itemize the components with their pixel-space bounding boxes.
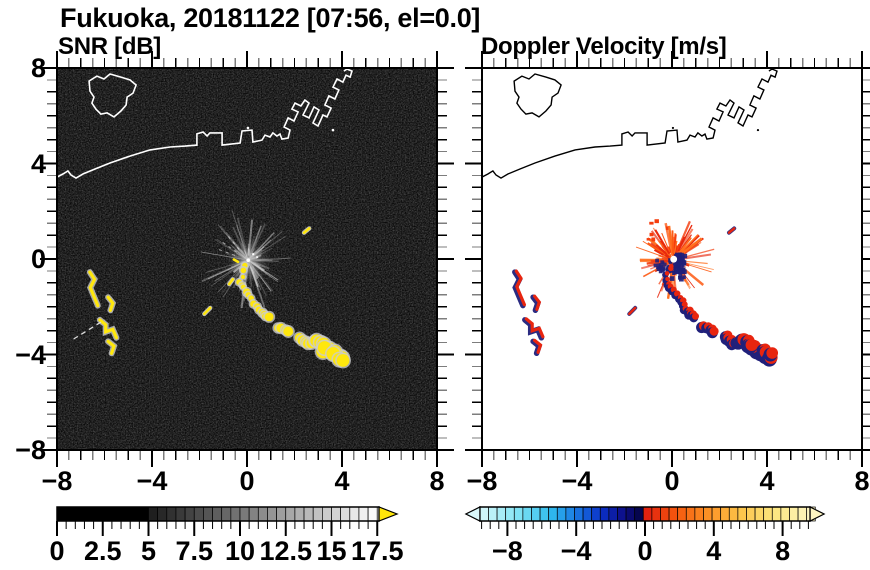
- snr-colorbar: [56, 506, 399, 536]
- figure-title: Fukuoka, 20181122 [07:56, el=0.0]: [60, 3, 481, 33]
- panel-frames-and-ticks: [40, 51, 870, 467]
- velocity-panel-plot: [483, 69, 861, 449]
- velocity-colorbar: [464, 506, 826, 536]
- snr-panel-title: SNR [dB]: [58, 33, 161, 60]
- snr-panel-plot: [58, 69, 436, 449]
- velocity-panel-title: Doppler Velocity [m/s]: [481, 33, 727, 60]
